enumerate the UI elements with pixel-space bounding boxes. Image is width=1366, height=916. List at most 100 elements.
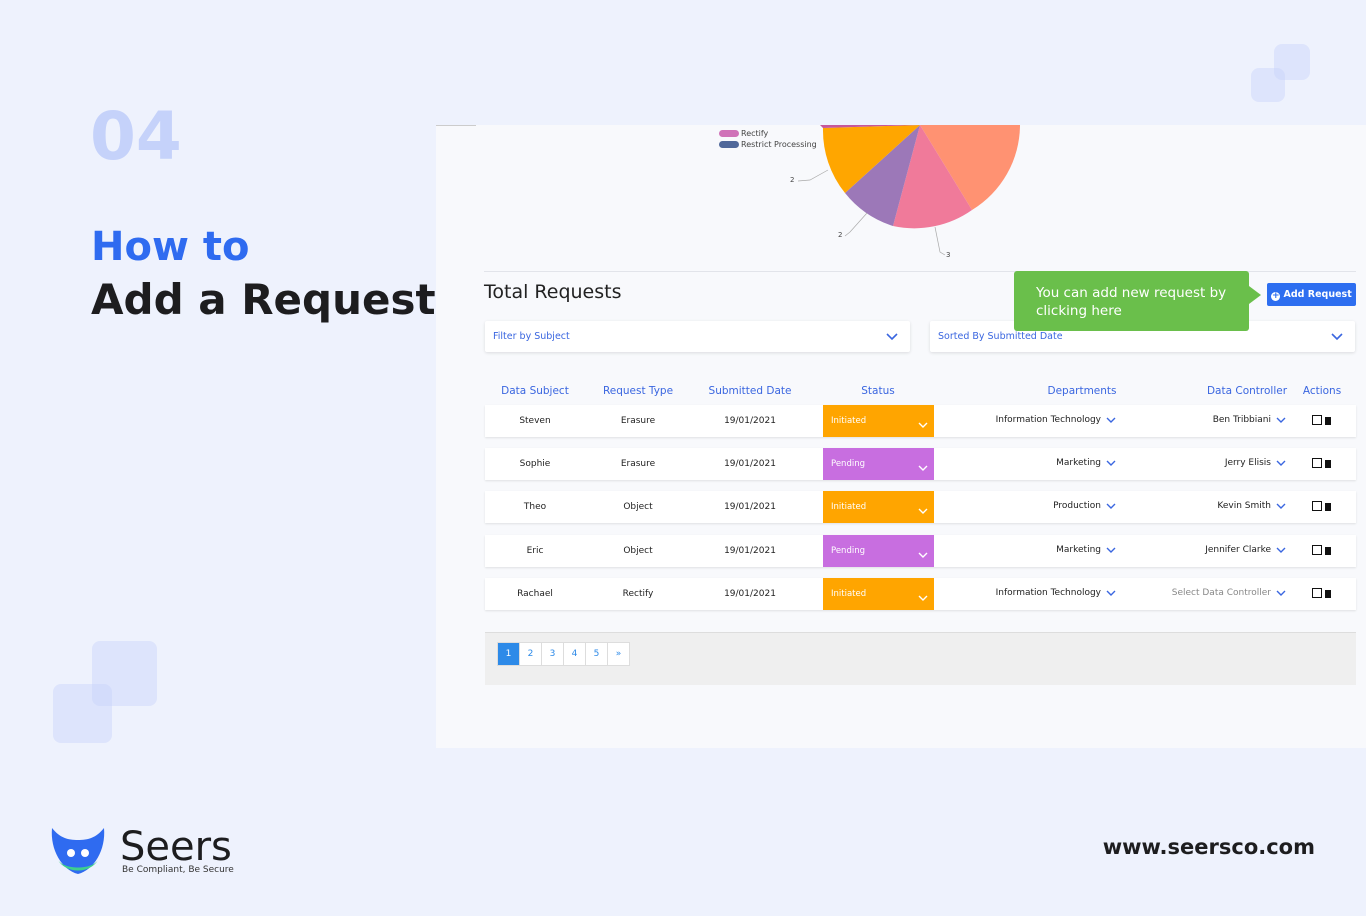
chevron	[1106, 460, 1116, 466]
edit-icon[interactable]	[1312, 415, 1322, 425]
chevron	[1276, 590, 1286, 596]
status-select[interactable]: Pending	[823, 448, 934, 480]
controller-select[interactable]: Ben Tribbiani	[1213, 415, 1286, 425]
sort-select[interactable]: Sorted By Submitted Date	[930, 321, 1355, 352]
decor	[1274, 44, 1310, 80]
delete-icon[interactable]	[1325, 503, 1331, 511]
department-select[interactable]: Information Technology	[996, 415, 1116, 425]
pie-slice	[893, 125, 972, 229]
department-select[interactable]: Information Technology	[996, 588, 1116, 598]
data-controller: Jerry Elisis	[1224, 458, 1271, 468]
filter-select[interactable]: Filter by Subject	[485, 321, 910, 352]
delete-icon[interactable]	[1325, 417, 1331, 425]
chevron	[1276, 503, 1286, 509]
status-select[interactable]: Initiated	[823, 578, 934, 610]
tooltip-arrow	[1249, 286, 1261, 304]
cell: 19/01/2021	[724, 589, 776, 599]
tagline: Be Compliant, Be Secure	[122, 865, 234, 875]
step-number: 04	[90, 98, 182, 175]
divider	[484, 271, 1356, 272]
status-select[interactable]: Initiated	[823, 405, 934, 437]
chevron	[1276, 460, 1286, 466]
status-select[interactable]: Pending	[823, 535, 934, 567]
column-header: Departments	[1047, 385, 1117, 397]
chevron	[918, 465, 928, 471]
cell: Theo	[523, 502, 547, 512]
plus-icon: +	[1271, 291, 1281, 301]
decor	[53, 684, 112, 743]
actions	[1312, 588, 1331, 601]
status-label: Initiated	[831, 589, 867, 599]
column-header: Submitted Date	[708, 385, 792, 397]
page-button[interactable]: »	[607, 642, 630, 666]
department: Marketing	[1056, 458, 1101, 468]
website: www.seersco.com	[1102, 835, 1315, 859]
status-select[interactable]: Initiated	[823, 491, 934, 523]
chevron	[1106, 417, 1116, 423]
edit-icon[interactable]	[1312, 545, 1322, 555]
column-header: Actions	[1302, 385, 1342, 397]
chevron	[918, 508, 928, 514]
data-controller: Ben Tribbiani	[1212, 415, 1271, 425]
edit-icon[interactable]	[1312, 458, 1322, 468]
filter-label: Filter by Subject	[493, 331, 570, 342]
department: Marketing	[1056, 545, 1101, 555]
controller-select[interactable]: Jennifer Clarke	[1205, 545, 1286, 555]
cell: Object	[623, 546, 653, 556]
pie-label: 2	[838, 231, 843, 239]
legend-label: Rectify	[741, 129, 769, 138]
status-chevron	[913, 457, 928, 476]
edit-icon[interactable]	[1312, 501, 1322, 511]
chevron	[886, 333, 898, 341]
pie-chart	[719, 125, 1020, 256]
page-button[interactable]: 1	[497, 642, 520, 666]
department: Information Technology	[995, 415, 1101, 425]
actions	[1312, 458, 1331, 471]
page-button[interactable]: 3	[541, 642, 564, 666]
heading-line1: How to	[91, 224, 250, 270]
heading-line2: Add a Request	[91, 275, 436, 324]
department-select[interactable]: Marketing	[1056, 458, 1116, 468]
delete-icon[interactable]	[1325, 590, 1331, 598]
tooltip-text: You can add new request by clicking here	[1036, 285, 1227, 319]
table-row: Eric Object 19/01/2021 Pending Marketing Jenn…	[485, 535, 1356, 567]
add-request-button[interactable]: + Add Request	[1267, 283, 1356, 306]
department-select[interactable]: Production	[1053, 501, 1116, 511]
status-label: Initiated	[831, 416, 867, 426]
pie-slice	[920, 125, 1020, 210]
page-button[interactable]: 2	[519, 642, 542, 666]
leader	[934, 226, 946, 256]
cell: Steven	[519, 416, 551, 426]
controller-select[interactable]: Jerry Elisis	[1225, 458, 1286, 468]
decor	[92, 641, 157, 706]
department: Information Technology	[995, 588, 1101, 598]
table-row: Steven Erasure 19/01/2021 Initiated Informat…	[485, 405, 1356, 437]
section-title: Total Requests	[484, 281, 622, 303]
delete-icon[interactable]	[1325, 547, 1331, 555]
cell: 19/01/2021	[724, 546, 776, 556]
controller-select[interactable]: Select Data Controller	[1172, 588, 1286, 598]
pie-slice	[820, 125, 920, 128]
delete-icon[interactable]	[1325, 460, 1331, 468]
decor	[1251, 68, 1285, 102]
data-controller: Jennifer Clarke	[1205, 545, 1271, 555]
chevron	[918, 595, 928, 601]
actions	[1312, 415, 1331, 428]
leader	[844, 212, 868, 237]
cell: Rectify	[622, 589, 654, 599]
column-header: Data Subject	[501, 385, 569, 397]
chevron	[1106, 547, 1116, 553]
department-select[interactable]: Marketing	[1056, 545, 1116, 555]
status-label: Pending	[831, 459, 865, 469]
page-button[interactable]: 5	[585, 642, 608, 666]
actions	[1312, 501, 1331, 514]
status-label: Initiated	[831, 502, 867, 512]
pagination: 1 2 3 4 5»	[497, 642, 630, 666]
button-label: Add Request	[1283, 289, 1352, 300]
page-button[interactable]: 4	[563, 642, 586, 666]
edit-icon[interactable]	[1312, 588, 1322, 598]
controller-select[interactable]: Kevin Smith	[1217, 501, 1286, 511]
status-label: Pending	[831, 546, 865, 556]
data-controller: Kevin Smith	[1217, 501, 1271, 511]
